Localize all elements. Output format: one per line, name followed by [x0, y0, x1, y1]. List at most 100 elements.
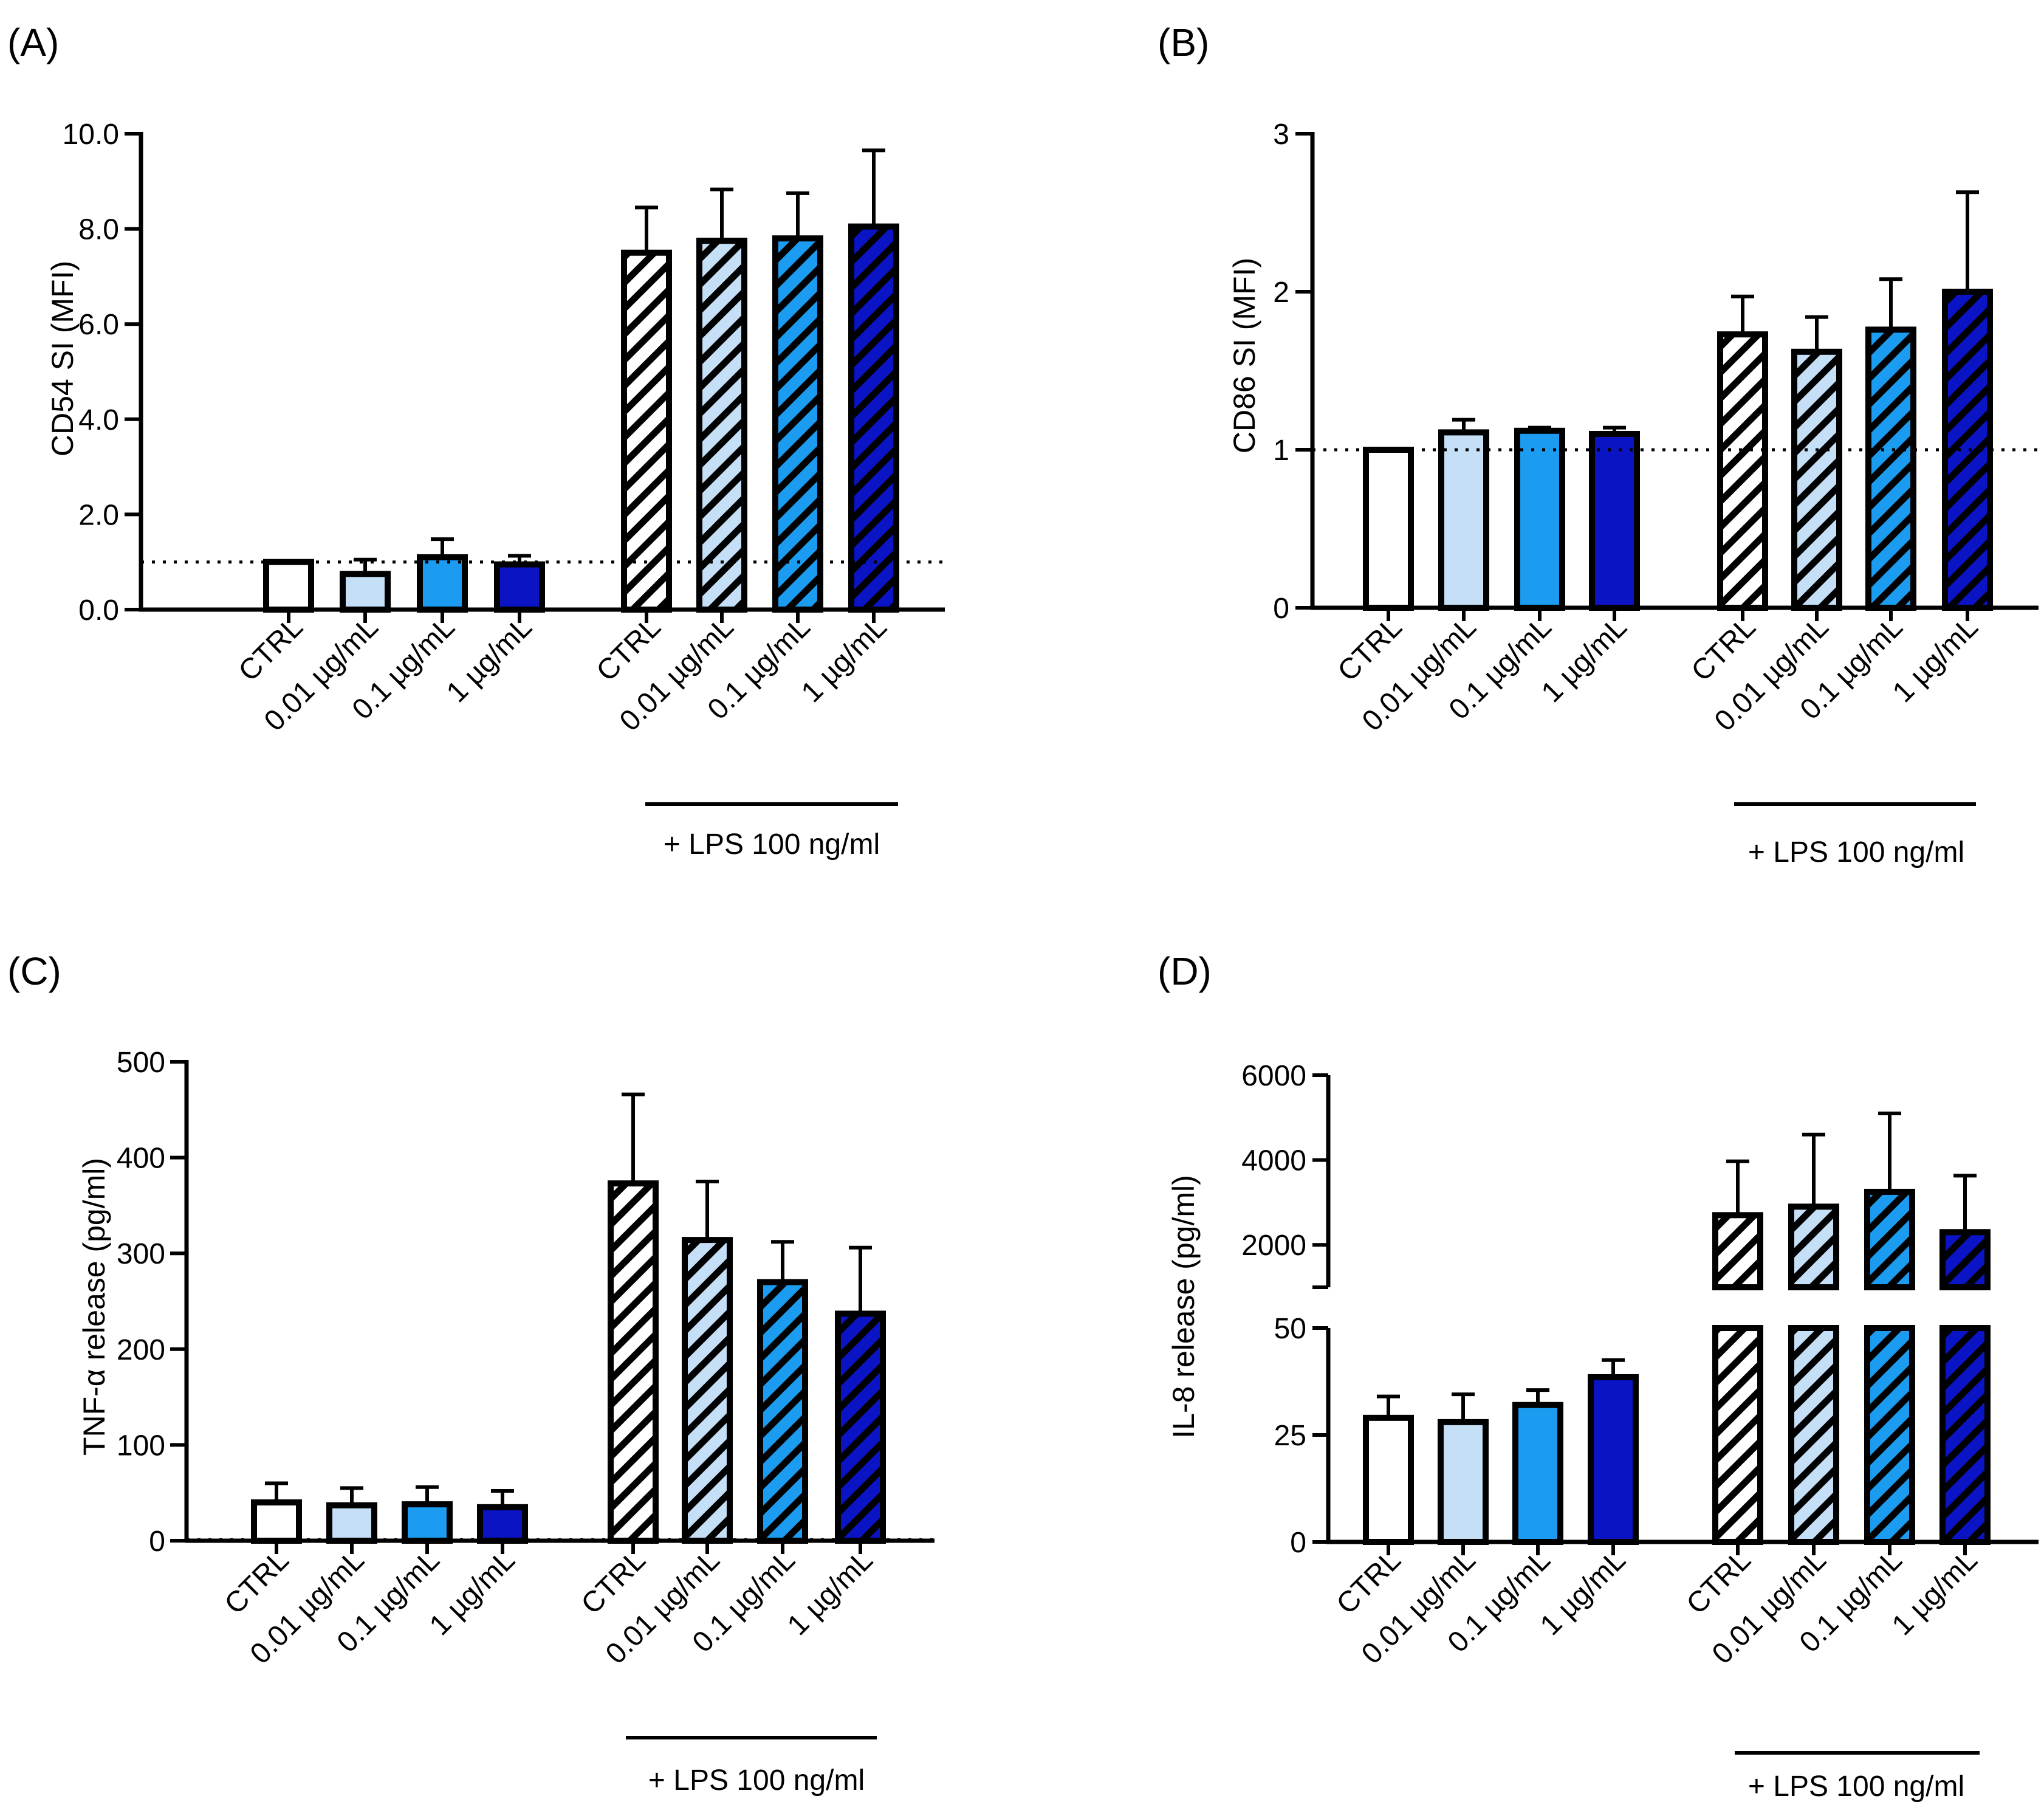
- panel-b-ylabel: CD86 SI (MFI): [1227, 258, 1261, 453]
- panel-d-error-bar: [1726, 1159, 1749, 1216]
- panel-d-bar: [1438, 1419, 1489, 1545]
- panel-d-category-label: 1 µg/mL: [1534, 1544, 1632, 1642]
- panel-b-y-tick-label: 3: [1273, 119, 1289, 151]
- panel-d-y-tick-label: 50: [1274, 1313, 1306, 1345]
- panel-d-bar-upper-segment: [1864, 1188, 1915, 1290]
- panel-d-y-tick-label: 6000: [1241, 1060, 1306, 1092]
- panel-c-y-tick-label: 500: [117, 1047, 165, 1079]
- panel-d-bar-lower-segment: [1788, 1325, 1839, 1545]
- panel-d-bar-upper-segment: [1712, 1212, 1763, 1290]
- panel-a-error-bar: [710, 187, 733, 241]
- panel-a-error-bar: [635, 205, 658, 253]
- panel-a-bar: [417, 554, 468, 613]
- panel-a-category-label: 1 µg/mL: [795, 611, 893, 709]
- panel-a-y-tick-label: 6.0: [78, 309, 119, 341]
- panel-b-category-label: 1 µg/mL: [1887, 611, 1984, 709]
- panel-c-y-tick-label: 200: [117, 1334, 165, 1366]
- panel-d-y-tick-label: 4000: [1241, 1145, 1306, 1177]
- panel-c-bar: [835, 1310, 886, 1544]
- panel-a-category-label: 1 µg/mL: [441, 611, 538, 709]
- panel-b-bar: [1363, 447, 1414, 611]
- panel-d-group-label: + LPS 100 ng/ml: [1748, 1770, 1964, 1803]
- panel-d-chart: (D) IL-8 release (pg/ml) + LPS 100 ng/ml…: [1157, 949, 2039, 1803]
- panel-a-y-tick-label: 0.0: [78, 594, 119, 627]
- panel-a-error-bar: [508, 554, 531, 565]
- panel-c-error-bar: [265, 1481, 288, 1502]
- panel-a-error-bar: [354, 557, 377, 574]
- panel-d-bar-lower-segment: [1712, 1325, 1763, 1545]
- panel-d-bar: [1588, 1374, 1639, 1545]
- panel-d-bar: [1363, 1414, 1414, 1546]
- panel-c-bar: [251, 1499, 302, 1544]
- panel-c-category-label: 1 µg/mL: [781, 1544, 879, 1642]
- panel-a-bar: [340, 571, 391, 613]
- panel-d-error-bar: [1953, 1174, 1977, 1233]
- panel-a-bar: [848, 223, 899, 613]
- panel-b-y-tick-label: 2: [1273, 277, 1289, 309]
- panel-c-y-tick-label: 100: [117, 1429, 165, 1462]
- panel-c-y-tick-label: 400: [117, 1143, 165, 1175]
- panel-d-bar-upper-segment: [1788, 1203, 1839, 1290]
- panel-b-group-label: + LPS 100 ng/ml: [1748, 836, 1964, 869]
- panel-b-error-bar: [1805, 315, 1828, 352]
- panel-b-bar: [1717, 331, 1768, 611]
- panel-c-bar: [402, 1501, 453, 1544]
- panel-c-error-bar: [771, 1240, 794, 1282]
- panel-b-error-bar: [1731, 294, 1754, 335]
- panel-d-y-tick-label: 2000: [1241, 1230, 1306, 1262]
- panel-b-error-bar: [1879, 277, 1902, 330]
- panel-a-label: (A): [7, 21, 59, 64]
- panel-b-label: (B): [1157, 21, 1209, 64]
- panel-a-y-tick-label: 4.0: [78, 404, 119, 436]
- panel-c-bar: [477, 1504, 528, 1544]
- panel-b-category-label: 1 µg/mL: [1535, 611, 1633, 709]
- panel-d-bar-lower-segment: [1864, 1325, 1915, 1545]
- panel-a-bar: [263, 559, 314, 613]
- panel-d-error-bar: [1602, 1358, 1625, 1377]
- panel-a-bar: [772, 235, 823, 613]
- panel-c-label: (C): [7, 949, 61, 993]
- panel-c-bar: [326, 1502, 377, 1544]
- panel-c-group-label: + LPS 100 ng/ml: [648, 1764, 865, 1797]
- panel-c-bar: [757, 1279, 808, 1544]
- panel-d-bar: [1512, 1402, 1563, 1545]
- panel-a-bar: [621, 249, 672, 613]
- panel-c-error-bar: [849, 1245, 872, 1314]
- panel-c-error-bar: [622, 1092, 645, 1184]
- panel-a-bar: [696, 238, 747, 613]
- panel-c-chart: (C) TNF-α release (pg/ml) + LPS 100 ng/m…: [7, 949, 935, 1797]
- panel-b-error-bar: [1956, 190, 1979, 292]
- panel-d-error-bar: [1526, 1388, 1549, 1405]
- panel-c-y-tick-label: 0: [149, 1526, 165, 1558]
- panel-a-ylabel: CD54 SI (MFI): [46, 261, 80, 456]
- panel-b-error-bar: [1528, 425, 1551, 431]
- panel-d-error-bar: [1878, 1111, 1901, 1192]
- panel-a-error-bar: [786, 191, 809, 239]
- panel-c-error-bar: [696, 1180, 719, 1240]
- panel-d-error-bar: [1377, 1394, 1400, 1418]
- panel-a-error-bar: [862, 148, 885, 227]
- panel-a-error-bar: [431, 537, 454, 557]
- panel-b-bar: [1438, 429, 1489, 611]
- panel-c-error-bar: [491, 1489, 514, 1507]
- panel-d-y-tick-label: 0: [1290, 1527, 1306, 1559]
- panel-d-bar-lower-segment: [1939, 1325, 1991, 1545]
- panel-b-y-tick-label: 1: [1273, 435, 1289, 467]
- panel-c-ylabel: TNF-α release (pg/ml): [77, 1158, 111, 1456]
- panel-d-bar-upper-segment: [1939, 1229, 1991, 1291]
- panel-b-y-tick-label: 0: [1273, 593, 1289, 625]
- panel-c-error-bar: [340, 1486, 363, 1505]
- panel-b-bar: [1589, 431, 1640, 611]
- panel-b-error-bar: [1452, 418, 1475, 433]
- panel-a-chart: (A) CD54 SI (MFI) + LPS 100 ng/ml 0.0 2.0…: [7, 21, 945, 861]
- panel-d-y-tick-label: 25: [1274, 1420, 1306, 1452]
- panel-c-category-label: 1 µg/mL: [424, 1544, 521, 1642]
- panel-a-y-tick-label: 8.0: [78, 214, 119, 246]
- panel-b-bar: [1791, 348, 1842, 611]
- panel-c-y-tick-label: 300: [117, 1238, 165, 1270]
- panel-a-y-tick-label: 2.0: [78, 499, 119, 531]
- panel-c-bar: [682, 1237, 733, 1544]
- panel-b-bar: [1865, 326, 1916, 611]
- panel-b-chart: (B) CD86 SI (MFI) + LPS 100 ng/ml 0123CT…: [1157, 21, 2039, 869]
